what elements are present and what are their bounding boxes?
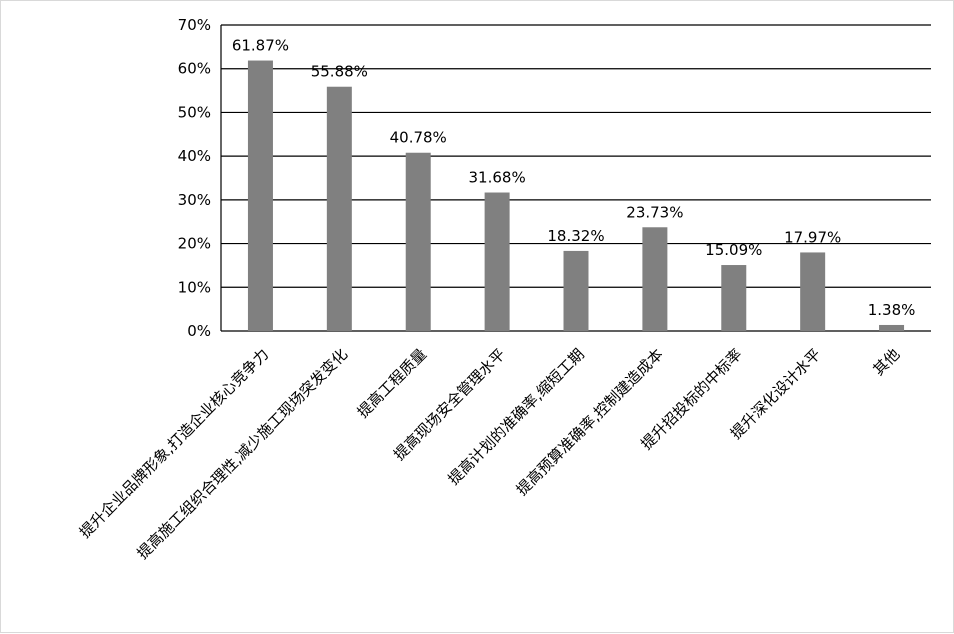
y-tick-label: 70% xyxy=(178,16,211,34)
data-label: 31.68% xyxy=(469,169,526,187)
y-tick-label: 0% xyxy=(187,322,211,340)
bar xyxy=(642,227,668,331)
bar xyxy=(800,252,826,331)
bar xyxy=(405,152,431,331)
y-tick-label: 40% xyxy=(178,147,211,165)
data-label: 23.73% xyxy=(626,203,683,221)
y-tick-label: 20% xyxy=(178,235,211,253)
x-tick-label: 提高计划的准确率,缩短工期 xyxy=(444,345,587,488)
bar xyxy=(563,250,589,331)
data-label: 1.38% xyxy=(868,301,916,319)
bar xyxy=(326,86,352,331)
y-tick-label: 10% xyxy=(178,278,211,296)
data-label: 15.09% xyxy=(705,241,762,259)
bar xyxy=(247,60,273,332)
y-tick-label: 30% xyxy=(178,191,211,209)
bar xyxy=(721,265,747,331)
x-tick-label: 其他 xyxy=(869,345,903,379)
data-label: 18.32% xyxy=(547,227,604,245)
bar xyxy=(879,324,905,331)
y-tick-label: 50% xyxy=(178,103,211,121)
x-tick-label: 提高工程质量 xyxy=(354,345,430,421)
data-label: 55.88% xyxy=(311,63,368,81)
y-tick-label: 60% xyxy=(178,60,211,78)
data-label: 17.97% xyxy=(784,228,841,246)
bar xyxy=(484,192,510,331)
x-tick-label: 提高预算准确率,控制建造成本 xyxy=(513,345,667,499)
data-label: 61.87% xyxy=(232,37,289,55)
data-label: 40.78% xyxy=(390,129,447,147)
